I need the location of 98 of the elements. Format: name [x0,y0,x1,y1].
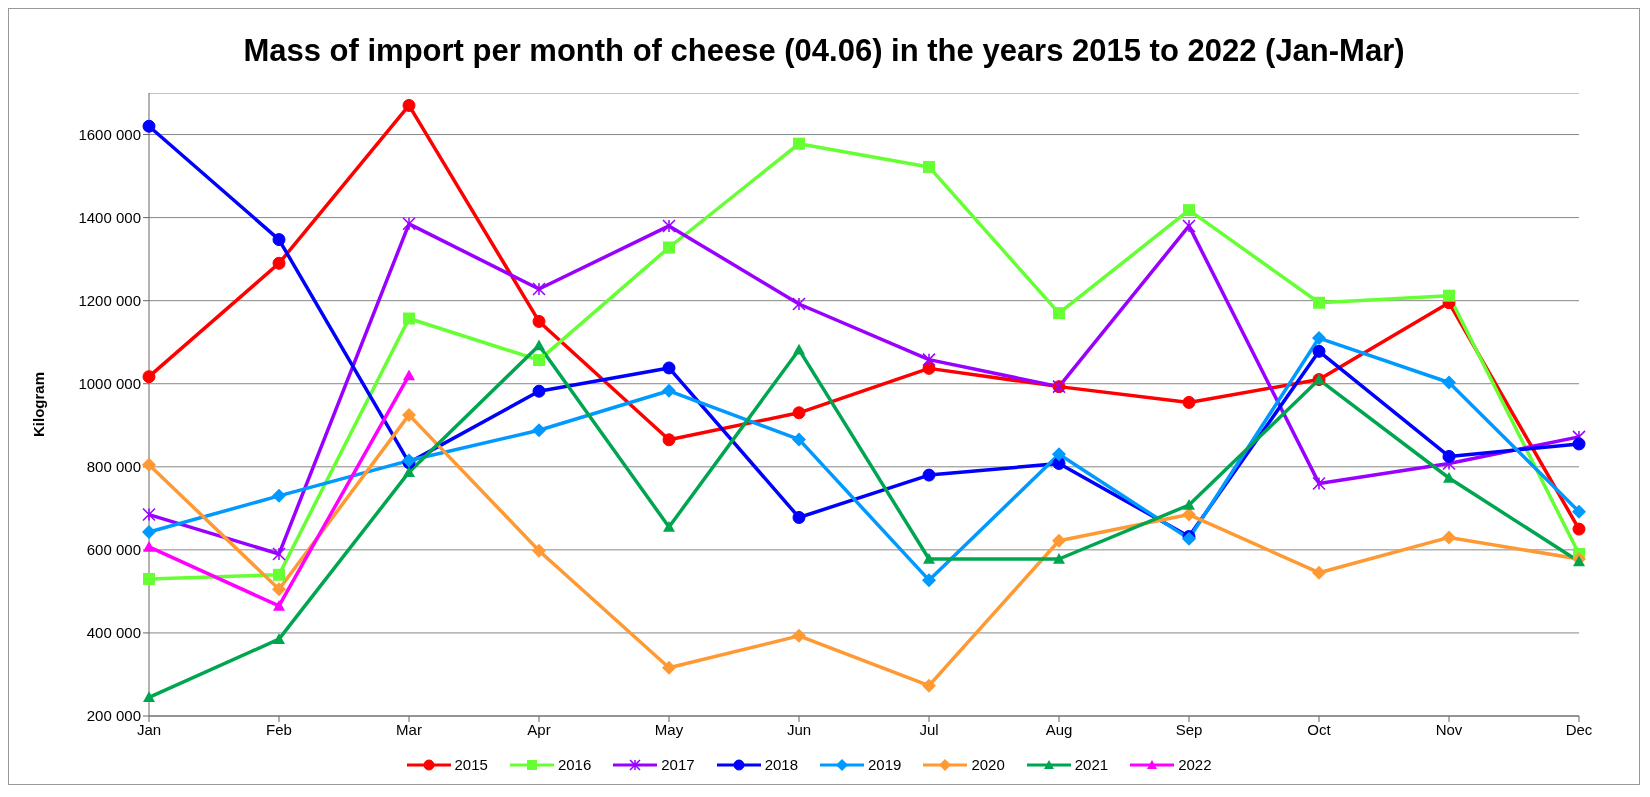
point [1053,553,1065,564]
point [402,407,416,422]
legend-label: 2022 [1178,756,1212,773]
point [272,256,286,270]
point [532,314,546,328]
point [143,691,155,703]
x-tick-label: May [654,720,684,738]
point [1312,344,1326,358]
point [662,383,676,398]
point [402,217,416,231]
point [662,219,676,233]
legend-label: 2017 [661,756,695,773]
point [1183,204,1195,217]
x-tick-label: Mar [396,720,422,738]
point [1053,307,1065,320]
point [1182,507,1196,522]
point [1313,296,1325,309]
point [792,510,806,524]
point [792,628,806,643]
point [533,339,545,351]
x-tick-label: Feb [266,720,292,738]
point [142,457,156,472]
point [273,568,285,581]
point [1182,395,1196,409]
legend-label: 2015 [454,756,488,773]
point [273,633,285,644]
point [143,540,155,552]
point [272,582,286,597]
point [402,98,416,112]
point [662,361,676,375]
point [142,119,156,133]
y-tick-label: 1200 000 [78,291,141,309]
point [1312,476,1326,491]
x-tick-label: Dec [1565,720,1593,738]
point [1442,375,1456,390]
y-tick-label: 600 000 [86,541,141,559]
point [532,384,546,398]
point [532,282,546,296]
point [1312,331,1326,346]
point [923,553,935,564]
point [792,297,806,311]
point [272,547,286,561]
point [533,354,545,367]
x-tick-label: Jul [919,720,939,738]
point [662,433,676,447]
point [1442,530,1456,545]
y-tick-label: 1400 000 [78,208,141,226]
y-tick-label: 400 000 [86,624,141,642]
point [1442,449,1456,463]
legend-label: 2018 [764,756,798,773]
point [663,241,675,254]
point [1312,565,1326,580]
point [1052,533,1066,548]
point [1182,219,1196,233]
point [663,521,675,532]
point [1572,437,1586,451]
point [922,352,936,367]
point [532,423,546,438]
point [793,137,805,150]
point [662,660,676,675]
point [143,572,155,585]
point [272,488,286,503]
point [792,432,806,447]
point [532,543,546,558]
y-tick-label: 800 000 [86,458,141,476]
x-tick-label: Apr [527,720,551,738]
legend-label: 2019 [868,756,902,773]
point [922,678,936,693]
legend-label: 2021 [1074,756,1109,773]
point [922,468,936,482]
point [1443,472,1455,483]
point [1572,504,1586,519]
point [272,233,286,247]
x-tick-label: Oct [1307,720,1332,738]
point [1443,289,1455,302]
legend-label: 2020 [971,756,1005,773]
y-tick-label: 1000 000 [78,375,141,393]
point [922,573,936,588]
x-tick-label: Jun [786,720,812,738]
x-tick-label: Sep [1175,720,1203,738]
x-tick-label: Aug [1045,720,1073,738]
point [923,160,935,173]
point [403,369,415,381]
x-tick-label: Nov [1435,720,1463,738]
legend-label: 2016 [557,756,592,773]
point [1572,522,1586,536]
point [403,312,415,325]
point [142,525,156,540]
point [142,370,156,384]
point [1052,447,1066,462]
point [142,507,156,522]
point [403,466,415,477]
chart-title: Mass of import per month of cheese (04.06) in the years 2015 to 2022 (Jan-Mar) [242,32,1406,70]
point [792,406,806,420]
y-axis-title: Kilogram [30,371,48,438]
point [273,599,285,611]
point [1183,499,1195,510]
y-tick-label: 1600 000 [78,125,141,143]
